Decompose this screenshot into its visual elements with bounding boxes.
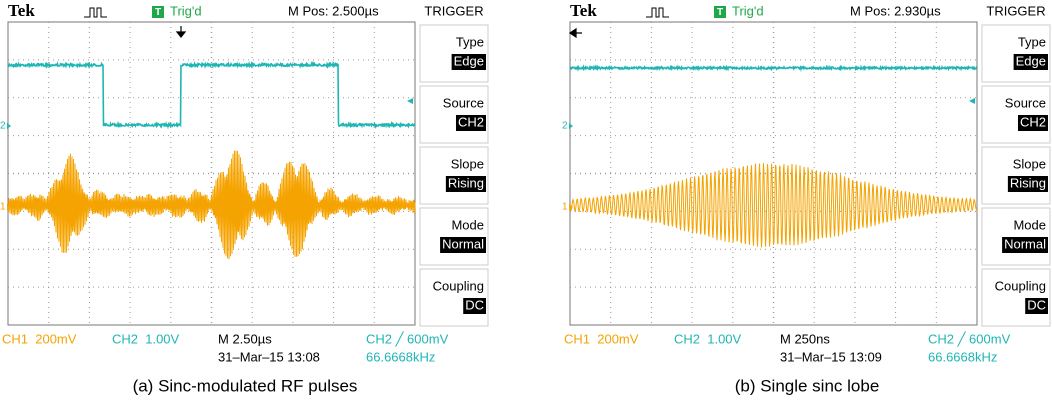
menu-label: Source: [1005, 95, 1046, 110]
ch1-scale: CH1 200mV: [2, 331, 77, 346]
m-pos: M Pos: 2.500µs: [288, 3, 379, 18]
frequency: 66.6668kHz: [928, 349, 997, 364]
brand: Tek: [570, 1, 597, 20]
ch2-marker: 2: [0, 121, 6, 132]
menu-value: Normal: [1004, 236, 1046, 251]
trigger-level: CH2 ╱ 600mV: [366, 330, 449, 347]
scope-panel: Tek T Trig'd M Pos: 2.930µs TRIGGER 2 1 Type Edg…: [562, 1, 1050, 396]
menu-title: TRIGGER: [986, 3, 1045, 18]
trigger-shape-icon: [84, 8, 107, 17]
trigger-icon: T: [717, 7, 723, 18]
scope-panel: Tek T Trig'd M Pos: 2.500µs TRIGGER 2 1 Type Edg…: [0, 1, 488, 396]
menu-label: Slope: [451, 156, 484, 171]
ch2-scale: CH2 1.00V: [674, 331, 742, 346]
menu-label: Type: [456, 34, 484, 49]
ch1-scale: CH1 200mV: [564, 331, 639, 346]
page: Tek T Trig'd M Pos: 2.500µs TRIGGER 2 1 Type Edg…: [0, 0, 1052, 405]
ch1-marker: 1: [562, 202, 568, 213]
menu-title: TRIGGER: [424, 3, 483, 18]
menu-label: Mode: [451, 217, 484, 232]
menu-label: Coupling: [433, 278, 484, 293]
menu-label: Mode: [1013, 217, 1046, 232]
menu-value: Edge: [454, 53, 484, 68]
brand: Tek: [8, 1, 35, 20]
menu-value: Normal: [442, 236, 484, 251]
menu-value: DC: [465, 297, 484, 312]
caption: (a) Sinc-modulated RF pulses: [133, 376, 358, 395]
menu-value: Rising: [448, 175, 484, 190]
datetime: 31–Mar–15 13:08: [218, 349, 320, 364]
menu-value: CH2: [458, 114, 484, 129]
trigger-icon: T: [155, 7, 161, 18]
trigger-level: CH2 ╱ 600mV: [928, 330, 1011, 347]
datetime: 31–Mar–15 13:09: [780, 349, 882, 364]
menu-label: Slope: [1013, 156, 1046, 171]
ch2-scale: CH2 1.00V: [112, 331, 180, 346]
timebase: M 250ns: [780, 331, 830, 346]
menu-value: Rising: [1010, 175, 1046, 190]
caption: (b) Single sinc lobe: [735, 376, 880, 395]
trigger-shape-icon: [646, 8, 669, 17]
figure: Tek T Trig'd M Pos: 2.500µs TRIGGER 2 1 Type Edg…: [0, 0, 1052, 405]
menu-label: Coupling: [995, 278, 1046, 293]
ch2-marker: 2: [562, 121, 568, 132]
menu-value: DC: [1027, 297, 1046, 312]
trigger-state: Trig'd: [170, 3, 202, 18]
menu-label: Type: [1018, 34, 1046, 49]
m-pos: M Pos: 2.930µs: [850, 3, 941, 18]
frequency: 66.6668kHz: [366, 349, 435, 364]
ch1-marker: 1: [0, 202, 6, 213]
menu-value: Edge: [1016, 53, 1046, 68]
ch2-trace: [570, 67, 977, 69]
menu-label: Source: [443, 95, 484, 110]
timebase: M 2.50µs: [218, 331, 272, 346]
menu-value: CH2: [1020, 114, 1046, 129]
trigger-state: Trig'd: [732, 3, 764, 18]
